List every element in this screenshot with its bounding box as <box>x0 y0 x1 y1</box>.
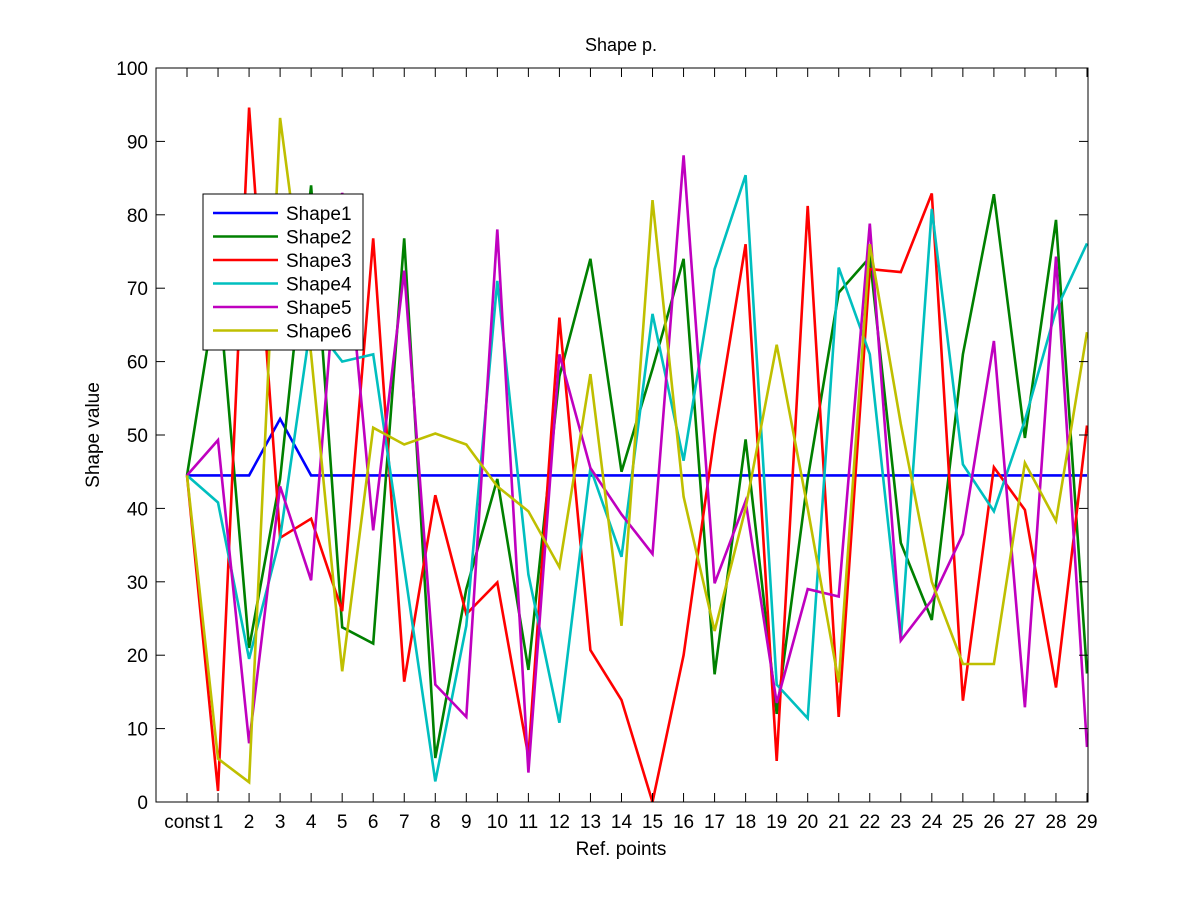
x-tick-label: 16 <box>673 812 694 833</box>
x-tick-label: 6 <box>368 812 379 833</box>
series-layer <box>185 107 1089 803</box>
x-tick-label: 8 <box>430 812 441 833</box>
x-tick-label: 23 <box>890 812 911 833</box>
y-tick-label: 40 <box>127 499 148 520</box>
x-tick-label: 25 <box>952 812 973 833</box>
y-tick-label: 50 <box>127 426 148 447</box>
x-tick-label: 29 <box>1076 812 1097 833</box>
series-line-shape1 <box>187 416 1087 477</box>
y-tick-label: 60 <box>127 353 148 374</box>
x-tick-label: 26 <box>983 812 1004 833</box>
x-tick-label: 2 <box>244 812 255 833</box>
series-line-shape4 <box>186 174 1089 782</box>
legend-entry-label: Shape2 <box>286 228 352 249</box>
y-tick-label: 100 <box>116 59 148 80</box>
x-tick-label: 4 <box>306 812 317 833</box>
x-tick-label: 13 <box>580 812 601 833</box>
x-tick-label: 15 <box>642 812 663 833</box>
y-tick-label: 0 <box>137 793 148 814</box>
legend-box <box>202 193 364 351</box>
y-tick-label: 70 <box>127 279 148 300</box>
y-tick-label: 80 <box>127 206 148 227</box>
x-tick-label: 9 <box>461 812 472 833</box>
x-tick-label: 12 <box>549 812 570 833</box>
legend-entry-label: Shape6 <box>286 322 352 343</box>
legend-entry-label: Shape3 <box>286 251 352 272</box>
x-axis: const 1 2 3 4 5 6 7 8 9 10 11 12 13 14 15 16 17 18 19 20 21 22… <box>164 68 1098 833</box>
x-tick-label: 1 <box>213 812 224 833</box>
series-line-shape3 <box>185 107 1089 803</box>
x-tick-label: 20 <box>797 812 818 833</box>
chart-title: Shape p. <box>585 35 657 55</box>
x-tick-label: 3 <box>275 812 286 833</box>
series-line-shape6 <box>185 117 1089 785</box>
x-tick-label: 7 <box>399 812 410 833</box>
legend-entry-label: Shape4 <box>286 275 352 296</box>
x-tick-label: 17 <box>704 812 725 833</box>
y-tick-label: 10 <box>127 720 148 741</box>
x-tick-label: 19 <box>766 812 787 833</box>
legend-entry-label: Shape1 <box>286 204 352 225</box>
x-tick-label: const <box>164 812 210 833</box>
y-tick-label: 90 <box>127 132 148 153</box>
x-tick-label: 22 <box>859 812 880 833</box>
x-tick-label: 18 <box>735 812 756 833</box>
y-axis: 0 10 20 30 40 50 60 70 80 90 100 <box>116 59 1088 814</box>
x-axis-label: Ref. points <box>576 839 667 860</box>
x-tick-label: 5 <box>337 812 348 833</box>
legend-entry-label: Shape5 <box>286 298 352 319</box>
x-tick-label: 28 <box>1045 812 1066 833</box>
x-tick-label: 14 <box>611 812 633 833</box>
y-axis-label: Shape value <box>83 382 104 488</box>
x-tick-label: 21 <box>828 812 849 833</box>
x-tick-label: 10 <box>487 812 508 833</box>
x-tick-label: 24 <box>921 812 943 833</box>
y-tick-label: 20 <box>127 646 148 667</box>
y-tick-label: 30 <box>127 573 148 594</box>
x-tick-label: 11 <box>519 812 539 833</box>
x-tick-label: 27 <box>1014 812 1035 833</box>
